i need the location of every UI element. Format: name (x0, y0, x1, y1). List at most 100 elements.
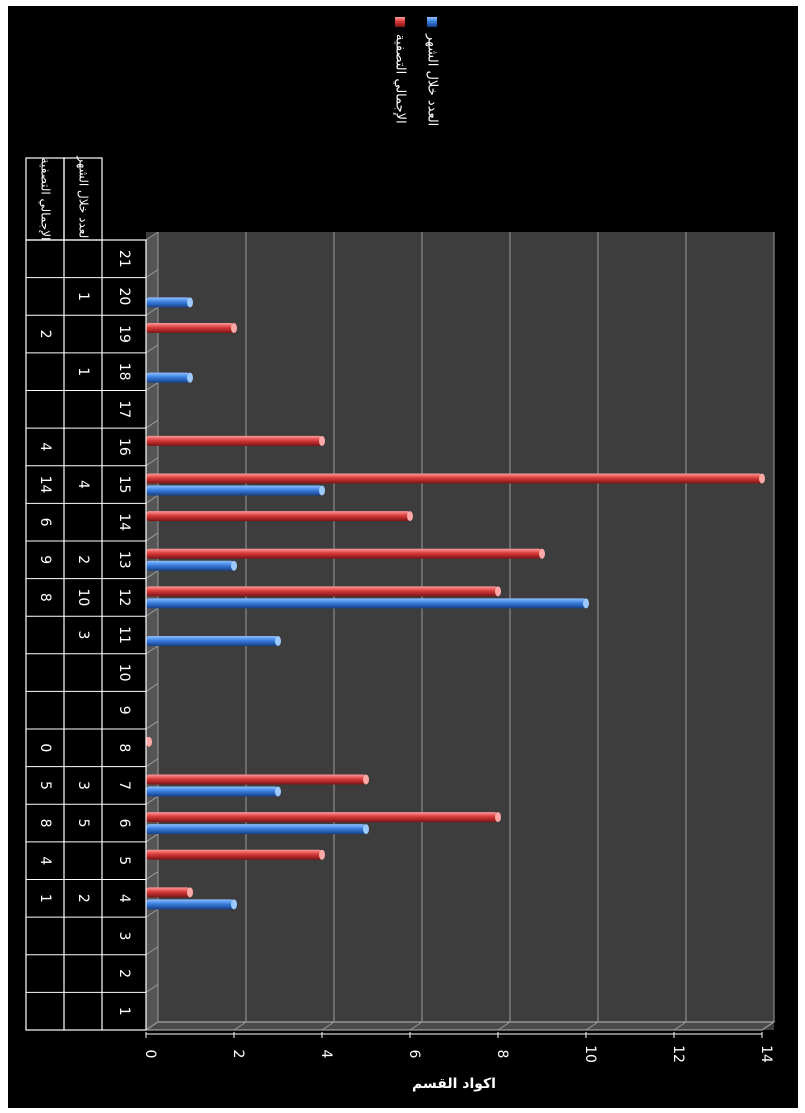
table-cell-series-1: 3 (75, 781, 91, 790)
value-axis-tick-label: 10 (582, 1045, 598, 1063)
table-cell-series-1: 4 (75, 480, 91, 489)
category-divider (145, 720, 159, 730)
category-divider (145, 908, 159, 918)
table-cell-series-1: 5 (75, 819, 91, 828)
bar-red (146, 473, 762, 484)
table-cell-series-1: 2 (75, 894, 91, 903)
table-category-label: 13 (116, 551, 132, 569)
value-axis-tick-label: 6 (406, 1050, 422, 1059)
category-divider (145, 344, 159, 354)
table-cell-series-1: 3 (75, 631, 91, 640)
legend-item: الإجمالي التصفية (393, 17, 408, 124)
table-cell-series-2: 8 (37, 819, 53, 828)
table-cell-series-2: 5 (37, 781, 53, 790)
table-cell-series-1: 2 (75, 555, 91, 564)
table-category-label: 11 (116, 626, 132, 644)
table-cell-series-2: 2 (37, 330, 53, 339)
table-cell-series-2: 1 (37, 894, 53, 903)
value-axis-tick-label: 14 (758, 1045, 774, 1063)
plot-background (146, 232, 774, 1030)
legend-label: العدد خلال الشهر (425, 33, 440, 126)
table-category-label: 10 (116, 664, 132, 682)
bar-blue (146, 786, 278, 797)
bar-cap (187, 887, 193, 898)
table-category-label: 20 (116, 288, 132, 306)
category-divider (145, 983, 159, 993)
table-series-name: العدد خلال الشهر (76, 155, 91, 241)
bar-cap (231, 323, 237, 334)
table-category-label: 21 (116, 250, 132, 268)
category-divider (145, 645, 159, 655)
table-cell-series-2: 14 (37, 476, 53, 494)
table-category-label: 5 (116, 856, 132, 865)
table-cell-series-2: 8 (37, 593, 53, 602)
legend-swatch (395, 17, 405, 27)
table-category-label: 4 (116, 894, 132, 903)
gridline-floor (233, 1021, 247, 1031)
table-category-label: 8 (116, 743, 132, 752)
category-divider (145, 1021, 159, 1031)
table-cell-series-2: 6 (37, 518, 53, 527)
value-axis-tick-label: 12 (670, 1045, 686, 1063)
category-divider (145, 833, 159, 843)
value-axis-tick-label: 2 (230, 1050, 246, 1059)
category-divider (145, 758, 159, 768)
gridline-floor (585, 1021, 599, 1031)
category-divider (145, 494, 159, 504)
category-divider (145, 946, 159, 956)
value-axis-tick-label: 4 (318, 1050, 334, 1059)
bar-red (146, 887, 190, 898)
bar-blue (146, 636, 278, 646)
bar-cap (146, 736, 152, 747)
bar-blue (146, 824, 366, 835)
category-divider (145, 457, 159, 467)
bar-cap (231, 560, 237, 571)
bar-cap (759, 473, 765, 484)
value-axis-tick-label: 0 (142, 1050, 158, 1059)
category-divider (145, 795, 159, 805)
table-category-label: 17 (116, 400, 132, 418)
category-divider (145, 683, 159, 692)
bar-red (146, 849, 322, 860)
category-divider (145, 871, 159, 880)
table-category-label: 2 (116, 969, 132, 978)
bar-cap (407, 511, 413, 522)
table-category-label: 12 (116, 588, 132, 606)
table-cell-series-1: 10 (75, 588, 91, 606)
category-divider (145, 306, 159, 316)
category-divider (145, 532, 159, 542)
table-cell-series-2: 0 (37, 743, 53, 752)
table-cell-series-1: 1 (75, 292, 91, 301)
gridline-floor (497, 1021, 511, 1031)
table-category-label: 16 (116, 438, 132, 456)
table-category-label: 19 (116, 325, 132, 343)
table-category-label: 1 (116, 1007, 132, 1016)
table-category-label: 6 (116, 819, 132, 828)
table-cell-series-1: 1 (75, 367, 91, 376)
bar-cap (187, 297, 193, 308)
bar-blue (146, 485, 322, 496)
table-category-label: 7 (116, 781, 132, 790)
gridline-floor (409, 1021, 423, 1031)
bar-cap (539, 548, 545, 559)
bar-cap (275, 636, 281, 646)
bar-cap (275, 786, 281, 797)
bars (146, 297, 765, 910)
legend-label: الإجمالي التصفية (393, 34, 408, 124)
bar-blue (146, 899, 234, 910)
category-divider (145, 382, 159, 391)
table-category-label: 15 (116, 476, 132, 494)
bar-blue (146, 560, 234, 571)
table-cell-series-2: 4 (37, 856, 53, 865)
bar-cap (319, 849, 325, 860)
bar-red (146, 548, 542, 559)
table-series-name: الإجمالي التصفية (39, 158, 53, 241)
bar-cap (231, 899, 237, 910)
category-divider (145, 269, 159, 279)
bar-blue (146, 598, 586, 609)
table-category-label: 3 (116, 931, 132, 940)
bar-red (146, 323, 234, 334)
table-category-label: 14 (116, 513, 132, 531)
bar-cap (319, 485, 325, 496)
